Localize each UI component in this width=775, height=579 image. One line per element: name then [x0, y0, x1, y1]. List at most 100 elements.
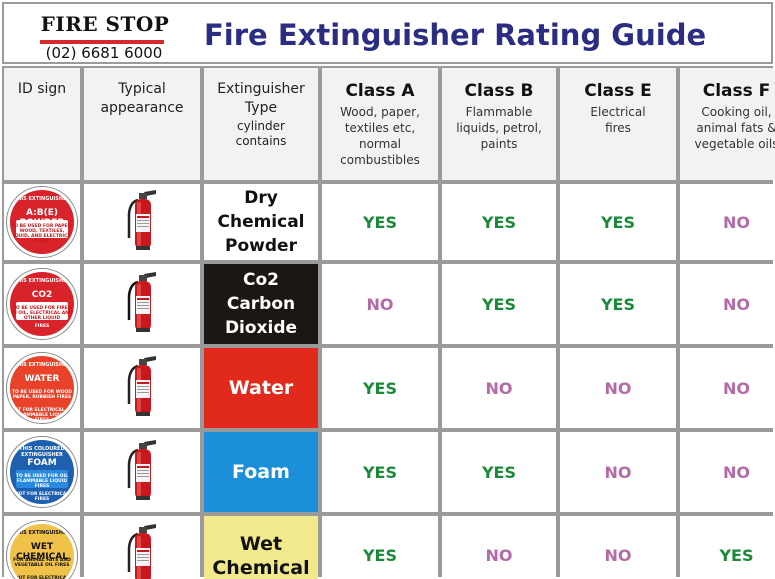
class-b-rating: YES — [442, 264, 556, 344]
class-b-rating-label: YES — [481, 294, 517, 314]
id-sign-main-text: WET CHEMICAL — [16, 541, 68, 562]
id-sign-bot-text: NOT FOR ELECTRICAL FIRES — [14, 492, 70, 502]
extinguisher-type-label: Wet Chemical — [212, 532, 310, 579]
class-f-rating-label: NO — [723, 294, 750, 314]
class-b-rating-label: NO — [485, 546, 513, 565]
class-b-rating: NO — [442, 516, 556, 579]
extinguisher-icon — [122, 188, 162, 256]
class-b-title: Class B — [464, 81, 534, 101]
header-type-label: Extinguisher Type — [217, 81, 305, 116]
extinguisher-image-cell — [84, 184, 200, 260]
id-sign-main-text: FOAM — [27, 458, 57, 468]
class-e-rating-label: YES — [600, 212, 636, 232]
id-sign-cell: THIS COLOURED EXTINGUISHER FOAM TO BE USED… — [4, 432, 80, 512]
class-a-desc: Wood, paper, textiles etc, normal combus… — [340, 105, 420, 167]
extinguisher-image-cell — [84, 264, 200, 344]
header-class-b: Class B Flammable liquids, petrol, paint… — [442, 68, 556, 180]
header-type: Extinguisher Type cylinder contains — [204, 68, 318, 180]
class-b-rating-label: YES — [481, 462, 517, 482]
id-sign-badge: THIS EXTINGUISHER WET CHEMICAL FOR ANIMAL … — [7, 520, 77, 579]
extinguisher-type-label: Dry Chemical Powder — [217, 188, 305, 256]
id-sign-band — [16, 553, 68, 572]
id-sign-sub-text: TO BE USED FOR PAPER, WOOD, TEXTILES, LI… — [10, 224, 74, 244]
id-sign-cell: THIS EXTINGUISHER WET CHEMICAL FOR ANIMAL … — [4, 516, 80, 579]
id-sign-badge: THIS EXTINGUISHER A:B(E) POWDER TO BE USED… — [7, 187, 77, 257]
id-sign-sub-text: TO BE USED FOR WOOD PAPER, RUBBISH FIRES — [11, 390, 73, 400]
class-b-rating: NO — [442, 348, 556, 428]
class-e-rating-label: NO — [604, 546, 632, 565]
class-e-rating-label: NO — [604, 462, 632, 482]
class-a-title: Class A — [345, 81, 415, 101]
extinguisher-icon — [122, 438, 162, 506]
class-b-rating-label: YES — [481, 212, 517, 232]
header-id-sign-label: ID sign — [17, 81, 67, 97]
class-e-rating-label: NO — [604, 378, 632, 398]
id-sign-badge: THIS COLOURED EXTINGUISHER FOAM TO BE USED… — [7, 437, 77, 507]
brand-underline — [40, 40, 164, 44]
class-f-rating-label: NO — [723, 378, 750, 398]
header-class-f: Class F Cooking oil, animal fats & veget… — [680, 68, 775, 180]
class-a-rating-label: YES — [362, 546, 398, 565]
class-f-rating-label: NO — [723, 212, 750, 232]
class-e-rating: NO — [560, 348, 676, 428]
class-b-rating: YES — [442, 184, 556, 260]
id-sign-top-text: THIS EXTINGUISHER — [13, 362, 71, 368]
class-e-rating: YES — [560, 264, 676, 344]
id-sign-cell: THIS EXTINGUISHER A:B(E) POWDER TO BE USED… — [4, 184, 80, 260]
class-e-rating: NO — [560, 432, 676, 512]
extinguisher-image-cell — [84, 516, 200, 579]
class-a-rating-label: YES — [362, 378, 398, 398]
class-b-rating: YES — [442, 432, 556, 512]
class-a-rating: YES — [322, 516, 438, 579]
extinguisher-image-cell — [84, 432, 200, 512]
class-f-rating: YES — [680, 516, 775, 579]
id-sign-bot-text: NOT FOR ELECTRICAL OR FLAMMABLE LIQUID F… — [10, 408, 74, 423]
id-sign-sub-text: TO BE USED FOR FIRES IN OIL, ELECTRICAL … — [11, 306, 73, 321]
extinguisher-type: Co2 Carbon Dioxide — [204, 264, 318, 344]
brand-logo: FIRE STOP (02) 6681 6000 — [32, 12, 172, 62]
class-a-rating: YES — [322, 432, 438, 512]
id-sign-band — [16, 386, 68, 404]
brand-name: FIRE STOP — [40, 12, 170, 36]
class-a-rating: NO — [322, 264, 438, 344]
class-f-rating: NO — [680, 264, 775, 344]
id-sign-top-text: THIS EXTINGUISHER — [13, 529, 71, 536]
id-sign-main-text: CO2 — [31, 290, 53, 300]
extinguisher-type-label: Co2 Carbon Dioxide — [224, 270, 298, 338]
class-e-rating: YES — [560, 184, 676, 260]
page-title: Fire Extinguisher Rating Guide — [204, 18, 707, 52]
extinguisher-type-label: Foam — [232, 461, 290, 483]
id-sign-band — [16, 302, 68, 320]
id-sign-sub-text: TO BE USED FOR OIL FLAMMABLE LIQUID FIRE… — [15, 474, 69, 489]
header-class-e: Class E Electrical fires — [560, 68, 676, 180]
class-a-rating-label: NO — [366, 294, 394, 314]
class-a-rating-label: YES — [362, 462, 398, 482]
class-b-rating-label: NO — [485, 378, 513, 398]
extinguisher-image-cell — [84, 348, 200, 428]
class-e-rating-label: YES — [600, 294, 636, 314]
extinguisher-type-label: Water — [228, 377, 294, 399]
id-sign-bot-text: NOT FOR ELECTRICAL FIRES — [14, 575, 70, 579]
class-f-rating: NO — [680, 184, 775, 260]
header-id-sign: ID sign — [4, 68, 80, 180]
header-class-a: Class A Wood, paper, textiles etc, norma… — [322, 68, 438, 180]
extinguisher-icon — [122, 270, 162, 338]
extinguisher-type: Dry Chemical Powder — [204, 184, 318, 260]
id-sign-cell: THIS EXTINGUISHER WATER TO BE USED FOR WOO… — [4, 348, 80, 428]
class-f-rating-label: NO — [723, 462, 750, 482]
header-appearance-label: Typical appearance — [100, 81, 184, 116]
class-e-rating: NO — [560, 516, 676, 579]
id-sign-main-text: WATER — [24, 374, 60, 384]
class-e-title: Class E — [584, 81, 652, 101]
class-f-desc: Cooking oil, animal fats & vegetable oil… — [694, 105, 775, 151]
id-sign-main-text: A:B(E) POWDER — [19, 208, 65, 228]
id-sign-band — [16, 470, 68, 488]
extinguisher-type: Water — [204, 348, 318, 428]
class-b-desc: Flammable liquids, petrol, paints — [456, 105, 542, 151]
rating-table: ID sign Typical appearance Extinguisher … — [2, 66, 775, 579]
class-a-rating: YES — [322, 348, 438, 428]
id-sign-badge: THIS EXTINGUISHER CO2 TO BE USED FOR FIRES… — [7, 269, 77, 339]
class-f-title: Class F — [702, 81, 771, 101]
id-sign-top-text: THIS EXTINGUISHER — [13, 196, 71, 202]
